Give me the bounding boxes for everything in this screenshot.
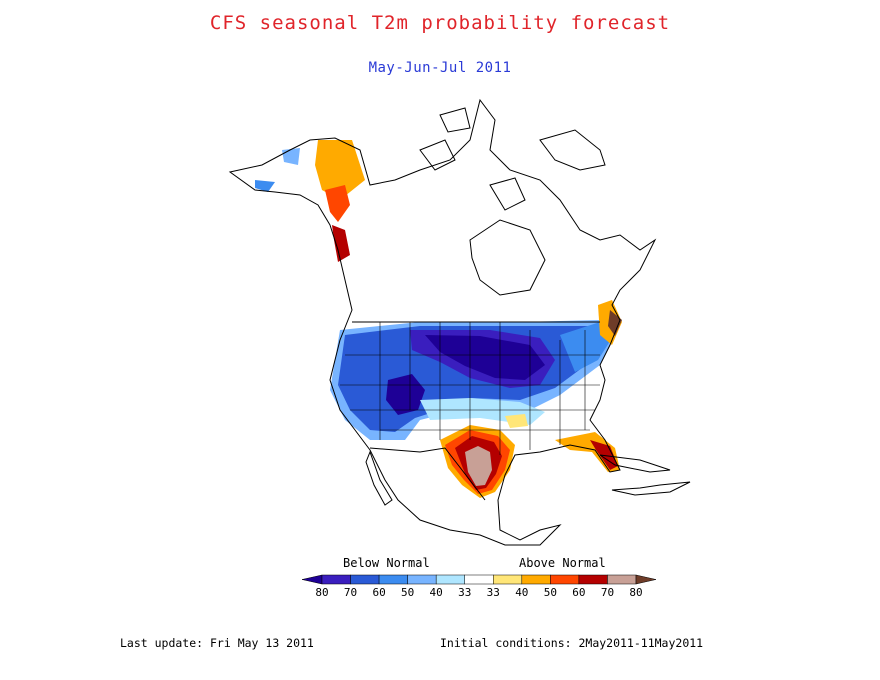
greenland-edge <box>539 129 606 171</box>
legend-colorbar: 80 70 60 50 40 33 33 40 50 60 70 80 <box>301 574 657 599</box>
below-normal-80-area-north <box>425 335 545 380</box>
legend-swatch-9 <box>550 574 580 585</box>
legend-arrow-right <box>635 574 657 585</box>
legend-swatch-8 <box>521 574 551 585</box>
above-normal-60-alaska-panhandle <box>325 185 350 222</box>
legend-tick-label: 50 <box>544 586 557 599</box>
legend-swatch-3 <box>378 574 408 585</box>
legend-tick-label: 33 <box>487 586 500 599</box>
coastlines <box>228 98 691 546</box>
legend-tick-label: 40 <box>430 586 443 599</box>
legend-tick-label: 70 <box>601 586 614 599</box>
initial-conditions-text: Initial conditions: 2May2011-11May2011 <box>440 636 704 650</box>
legend-swatch-10 <box>578 574 608 585</box>
legend-tick-label: 80 <box>629 586 642 599</box>
legend-swatch-4 <box>407 574 437 585</box>
legend-tick-label: 80 <box>315 586 328 599</box>
legend-swatch-2 <box>350 574 380 585</box>
above-normal-50-wisconsin <box>505 414 528 428</box>
legend-tick-label: 50 <box>401 586 414 599</box>
legend-tick-label: 40 <box>515 586 528 599</box>
caribbean <box>611 481 691 496</box>
arctic-islands-2 <box>489 177 526 211</box>
north-america-outline <box>228 98 657 546</box>
arctic-islands-1 <box>419 139 456 171</box>
above-normal-40-alaska <box>315 140 365 200</box>
arctic-islands-3 <box>439 107 471 133</box>
us-mexico-border <box>369 447 486 501</box>
legend-tick-label: 60 <box>372 586 385 599</box>
map-subtitle: May-Jun-Jul 2011 <box>368 60 512 76</box>
legend-below-normal-label: Below Normal <box>343 556 430 570</box>
legend-swatch-1 <box>321 574 351 585</box>
above-normal-80-newengland <box>608 310 622 336</box>
legend-swatch-11 <box>607 574 637 585</box>
map-title: CFS seasonal T2m probability forecast <box>209 12 671 34</box>
legend-tick-label: 60 <box>572 586 585 599</box>
above-normal-70-coast <box>332 225 350 262</box>
legend-tick-label: 70 <box>344 586 357 599</box>
legend-swatch-5 <box>435 574 465 585</box>
state-boundaries <box>340 322 600 455</box>
legend-swatch-7 <box>493 574 523 585</box>
below-normal-80-area-rockies <box>386 374 425 415</box>
cuba <box>599 454 671 473</box>
probability-shading <box>255 140 622 498</box>
above-normal-80-texas <box>465 446 492 486</box>
legend-swatch-6 <box>464 574 494 585</box>
below-normal-40-east <box>560 322 612 372</box>
below-normal-alaska-west <box>282 148 300 165</box>
below-normal-aleutians <box>255 180 275 192</box>
legend-arrow-left <box>301 574 323 585</box>
legend-above-normal-label: Above Normal <box>519 556 606 570</box>
legend-tick-label: 33 <box>458 586 471 599</box>
hudson-bay <box>469 219 546 296</box>
baja <box>365 450 393 506</box>
last-update-text: Last update: Fri May 13 2011 <box>120 636 314 650</box>
